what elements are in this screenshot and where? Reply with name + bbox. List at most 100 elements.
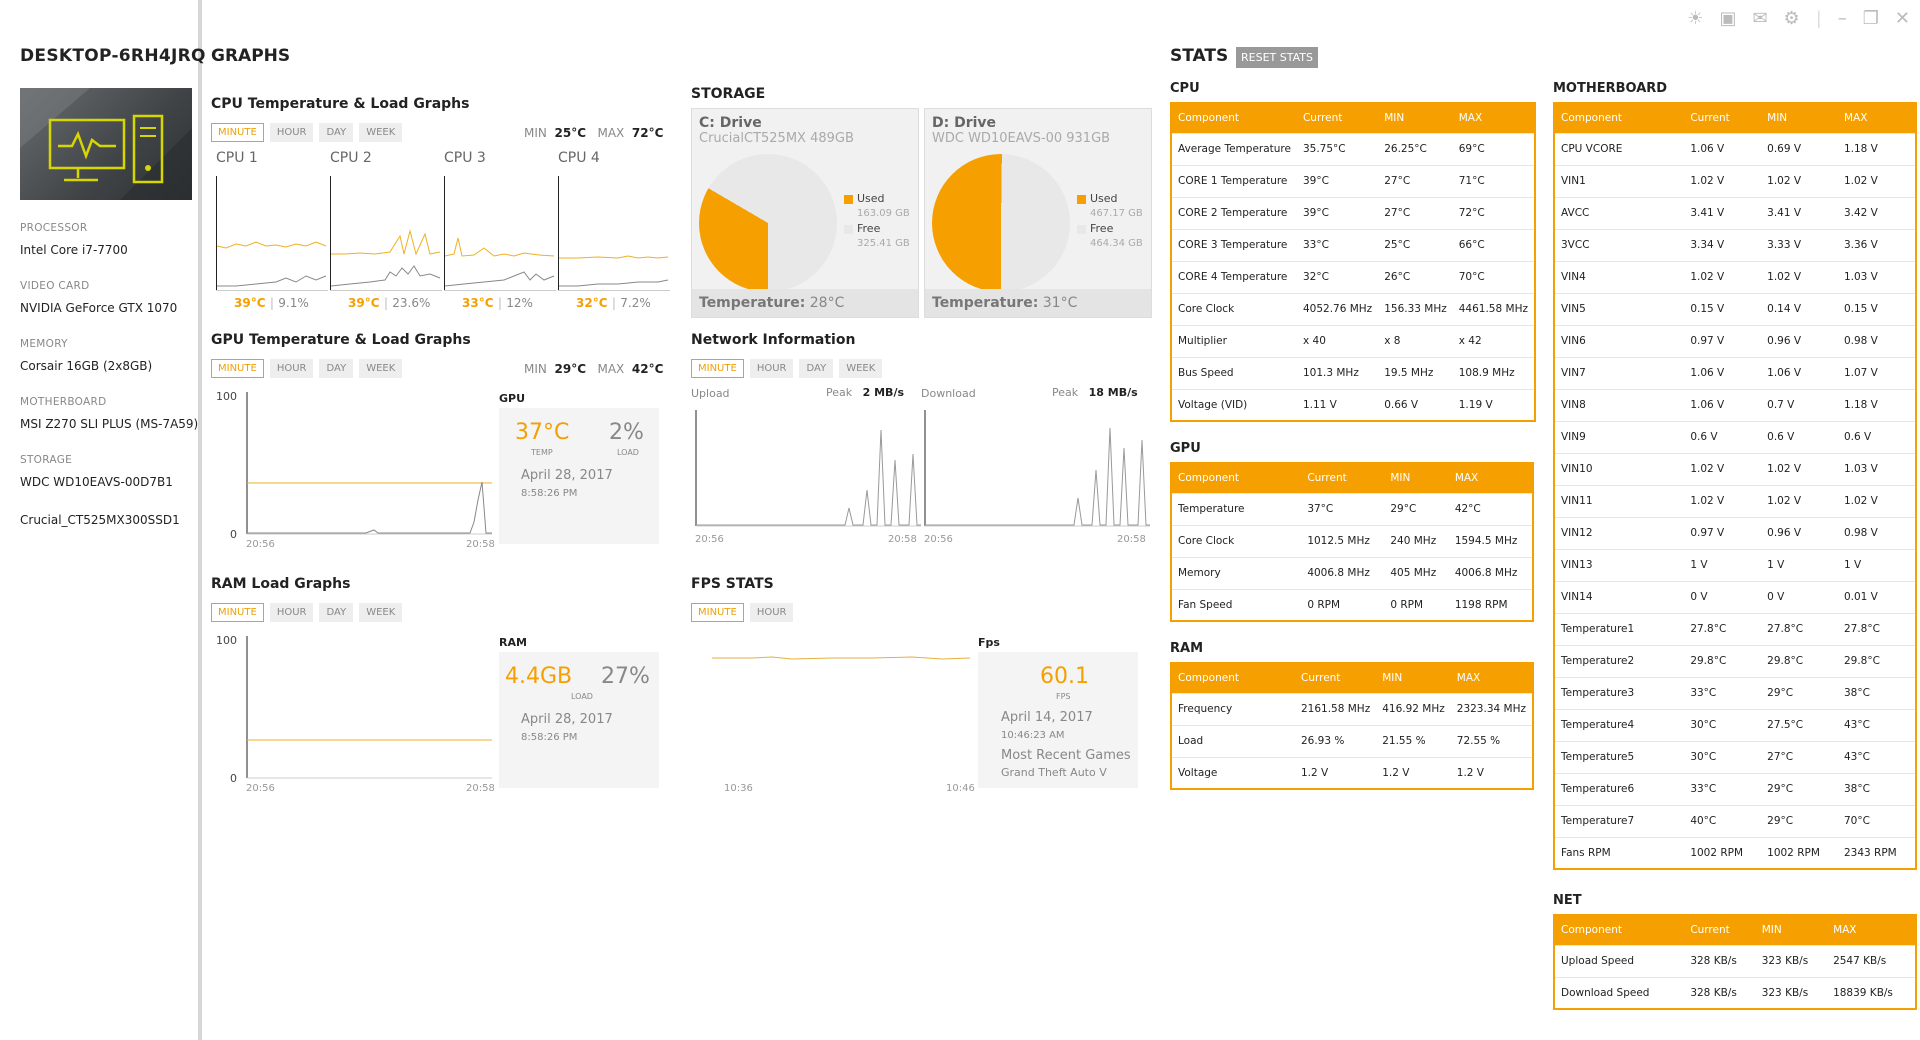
d-drive-temperature: Temperature: 31°C bbox=[925, 289, 1151, 317]
table-cell: 1.02 V bbox=[1684, 484, 1762, 517]
ram-range-tabs: MINUTE HOUR DAY WEEK bbox=[211, 603, 403, 622]
table-cell: 323 KB/s bbox=[1755, 976, 1828, 1009]
tab-day[interactable]: DAY bbox=[319, 603, 354, 622]
ram-load: 27% bbox=[601, 664, 650, 689]
table-cell: 1.06 V bbox=[1684, 388, 1762, 421]
tab-day[interactable]: DAY bbox=[799, 359, 834, 378]
table-row: CORE 2 Temperature 39°C 27°C 72°C bbox=[1171, 196, 1535, 229]
download-x-end: 20:58 bbox=[1117, 534, 1146, 545]
fps-x-end: 10:46 bbox=[946, 783, 975, 794]
cpu-min-value: 25°C bbox=[554, 126, 587, 140]
table-row: Core Clock 4052.76 MHz 156.33 MHz 4461.58 M… bbox=[1171, 292, 1535, 325]
tab-day[interactable]: DAY bbox=[319, 359, 354, 378]
table-row: VIN1 1.02 V 1.02 V 1.02 V bbox=[1554, 164, 1916, 197]
table-cell: 2343 RPM bbox=[1837, 836, 1916, 869]
camera-icon[interactable]: ▣ bbox=[1719, 8, 1737, 29]
tab-hour[interactable]: HOUR bbox=[749, 603, 794, 622]
table-cell: 29.8°C bbox=[1837, 644, 1916, 677]
tab-hour[interactable]: HOUR bbox=[269, 359, 314, 378]
cpu-core-readout: 33°C | 12% bbox=[462, 296, 533, 310]
table-cell: 240 MHz bbox=[1384, 524, 1449, 557]
table-cell: 27.8°C bbox=[1761, 612, 1838, 645]
table-cell: 3.34 V bbox=[1684, 228, 1762, 261]
table-row: Temperature6 33°C 29°C 38°C bbox=[1554, 772, 1916, 805]
table-row: CORE 4 Temperature 32°C 26°C 70°C bbox=[1171, 260, 1535, 293]
cpu-minmax: MIN 25°C MAX 72°C bbox=[524, 126, 664, 140]
table-cell: VIN9 bbox=[1554, 420, 1685, 453]
d-drive-used: 467.17 GB bbox=[1090, 208, 1143, 219]
table-row: Average Temperature 35.75°C 26.25°C 69°C bbox=[1171, 132, 1535, 165]
table-cell: 1.18 V bbox=[1837, 132, 1916, 165]
table-cell: 39°C bbox=[1296, 196, 1379, 229]
gear-icon[interactable]: ⚙ bbox=[1783, 8, 1800, 29]
gpu-max-value: 42°C bbox=[631, 362, 664, 376]
fps-value: 60.1 bbox=[1040, 664, 1089, 689]
brightness-icon[interactable]: ☀ bbox=[1687, 8, 1704, 29]
c-drive-title: C: Drive bbox=[699, 115, 762, 131]
table-cell: Temperature2 bbox=[1554, 644, 1685, 677]
tab-week[interactable]: WEEK bbox=[359, 359, 403, 378]
gpu-temp: 37°C bbox=[515, 420, 570, 445]
table-cell: 4006.8 MHz bbox=[1448, 556, 1533, 589]
table-cell: 33°C bbox=[1296, 228, 1379, 261]
table-cell: 4461.58 MHz bbox=[1452, 292, 1535, 325]
tab-minute[interactable]: MINUTE bbox=[691, 603, 744, 622]
table-row: Download Speed 328 KB/s 323 KB/s 18839 KB/s bbox=[1554, 976, 1916, 1009]
ram-y-top: 100 bbox=[216, 634, 237, 647]
reset-stats-button[interactable]: RESET STATS bbox=[1236, 47, 1318, 68]
table-cell: 29°C bbox=[1761, 676, 1838, 709]
table-cell: 29.8°C bbox=[1761, 644, 1838, 677]
tab-day[interactable]: DAY bbox=[319, 123, 354, 142]
close-icon[interactable]: ✕ bbox=[1894, 8, 1910, 29]
tab-week[interactable]: WEEK bbox=[359, 603, 403, 622]
maximize-icon[interactable]: ❐ bbox=[1862, 8, 1879, 29]
table-cell: 30°C bbox=[1684, 708, 1762, 741]
table-cell: 0.01 V bbox=[1837, 580, 1916, 613]
table-cell: Fan Speed bbox=[1171, 588, 1302, 621]
table-cell: Core Clock bbox=[1171, 292, 1297, 325]
column-header: MIN bbox=[1384, 463, 1449, 493]
tab-week[interactable]: WEEK bbox=[839, 359, 883, 378]
table-cell: 4052.76 MHz bbox=[1296, 292, 1379, 325]
tab-minute[interactable]: MINUTE bbox=[211, 123, 264, 142]
table-cell: 101.3 MHz bbox=[1296, 356, 1379, 389]
column-header: MAX bbox=[1452, 103, 1535, 133]
cpu-max-value: 72°C bbox=[631, 126, 664, 140]
tab-hour[interactable]: HOUR bbox=[269, 123, 314, 142]
table-row: VIN11 1.02 V 1.02 V 1.02 V bbox=[1554, 484, 1916, 517]
column-header: Component bbox=[1171, 663, 1295, 693]
upload-x-end: 20:58 bbox=[888, 534, 917, 545]
c-drive-card: C: Drive CrucialCT525MX 489GB Used 163.0… bbox=[691, 108, 919, 318]
table-cell: 1 V bbox=[1761, 548, 1838, 581]
minimize-icon[interactable]: – bbox=[1837, 8, 1847, 29]
tab-hour[interactable]: HOUR bbox=[749, 359, 794, 378]
table-cell: Average Temperature bbox=[1171, 132, 1297, 165]
fps-range-tabs: MINUTE HOUR bbox=[691, 603, 794, 622]
table-cell: 26.93 % bbox=[1294, 724, 1377, 757]
table-cell: 1.03 V bbox=[1837, 260, 1916, 293]
table-row: CORE 3 Temperature 33°C 25°C 66°C bbox=[1171, 228, 1535, 261]
cpu-core-load: 9.1% bbox=[278, 296, 309, 310]
tab-hour[interactable]: HOUR bbox=[269, 603, 314, 622]
tab-week[interactable]: WEEK bbox=[359, 123, 403, 142]
ram-date: April 28, 2017 bbox=[521, 712, 613, 727]
c-drive-temperature: Temperature: 28°C bbox=[692, 289, 918, 317]
table-cell: 0.14 V bbox=[1761, 292, 1838, 325]
memory-value: Corsair 16GB (2x8GB) bbox=[20, 359, 153, 373]
table-row: Voltage 1.2 V 1.2 V 1.2 V bbox=[1171, 756, 1533, 789]
network-range-tabs: MINUTE HOUR DAY WEEK bbox=[691, 359, 883, 378]
table-cell: Voltage bbox=[1171, 756, 1295, 789]
table-cell: 323 KB/s bbox=[1755, 944, 1828, 977]
table-cell: 4006.8 MHz bbox=[1301, 556, 1385, 589]
mail-icon[interactable]: ✉ bbox=[1752, 8, 1768, 29]
c-drive-used: 163.09 GB bbox=[857, 208, 910, 219]
table-row: VIN4 1.02 V 1.02 V 1.03 V bbox=[1554, 260, 1916, 293]
ram-time: 8:58:26 PM bbox=[521, 732, 578, 743]
tab-minute[interactable]: MINUTE bbox=[691, 359, 744, 378]
table-cell: VIN7 bbox=[1554, 356, 1685, 389]
tab-minute[interactable]: MINUTE bbox=[211, 603, 264, 622]
tab-minute[interactable]: MINUTE bbox=[211, 359, 264, 378]
table-row: Voltage (VID) 1.11 V 0.66 V 1.19 V bbox=[1171, 388, 1535, 421]
processor-label: PROCESSOR bbox=[20, 222, 88, 234]
